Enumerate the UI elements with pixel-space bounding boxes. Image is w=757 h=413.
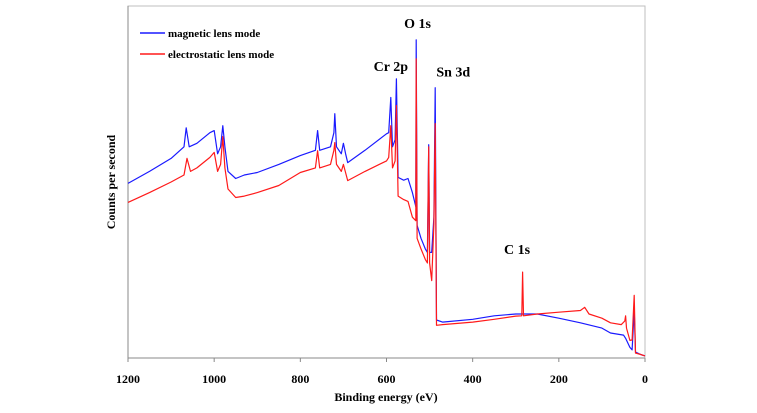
series-line-magnetic	[127, 39, 646, 357]
legend-label-magnetic: magnetic lens mode	[168, 28, 260, 40]
peak-label: Sn 3d	[436, 65, 470, 80]
peak-label: O 1s	[404, 17, 431, 32]
y-axis-title: Counts per second	[104, 134, 118, 229]
x-tick-label: 200	[550, 372, 568, 386]
legend-label-electrostatic: electrostatic lens mode	[168, 49, 274, 61]
peak-label: C 1s	[504, 243, 531, 258]
peak-label: Cr 2p	[374, 60, 409, 75]
x-axis-title: Binding energy (eV)	[334, 390, 437, 404]
legend: magnetic lens mode electrostatic lens mo…	[140, 28, 274, 61]
x-tick-label: 0	[642, 372, 648, 386]
x-tick-label: 600	[378, 372, 396, 386]
x-tick-label: 800	[291, 372, 309, 386]
x-tick-label: 400	[464, 372, 482, 386]
x-tick-label: 1200	[116, 372, 140, 386]
x-tick-label: 1000	[202, 372, 226, 386]
series-line-electrostatic	[127, 58, 646, 357]
